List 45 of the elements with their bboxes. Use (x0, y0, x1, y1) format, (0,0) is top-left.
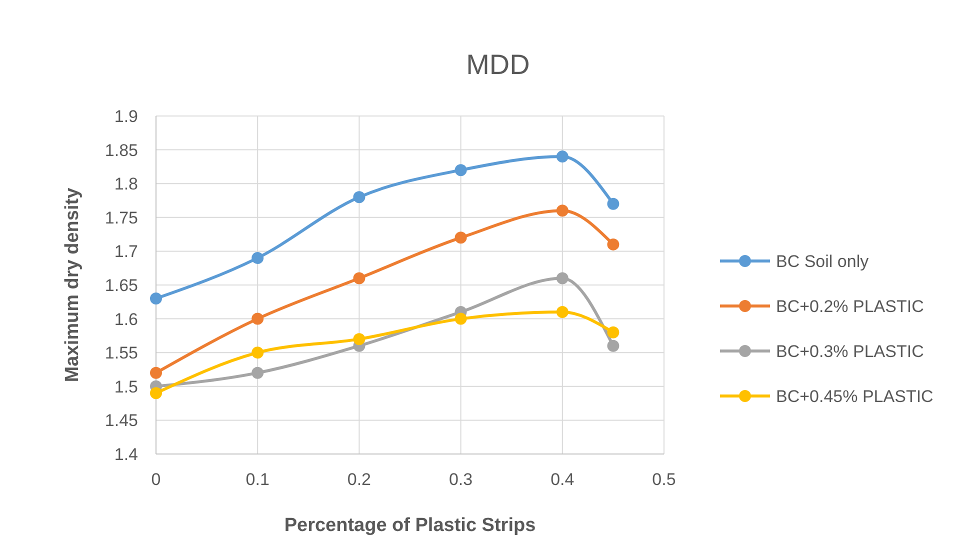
y-tick-label: 1.75 (104, 208, 138, 228)
point (607, 326, 620, 338)
point (556, 150, 568, 163)
x-tick-label: 0.5 (652, 470, 676, 489)
y-tick-label: 1.6 (114, 310, 138, 329)
point (353, 191, 366, 204)
point (556, 306, 568, 318)
x-axis-title: Percentage of Plastic Strips (284, 515, 536, 536)
y-tick-label: 1.45 (104, 411, 138, 430)
point (353, 333, 366, 346)
point (607, 340, 620, 352)
y-tick-label: 1.7 (114, 242, 138, 262)
y-tick-label: 1.85 (104, 140, 138, 160)
legend-label: BC Soil only (776, 252, 870, 271)
point (252, 366, 264, 379)
y-tick-label: 1.9 (114, 106, 138, 126)
y-axis-title: Maximum dry density (62, 187, 83, 382)
point (353, 272, 366, 284)
x-tick-label: 0 (151, 470, 161, 489)
y-tick-label: 1.8 (114, 174, 138, 194)
x-tick-label: 0.3 (448, 470, 473, 489)
legend-label: BC+0.3% PLASTIC (776, 342, 924, 361)
y-tick-label: 1.55 (104, 344, 138, 363)
point (252, 312, 264, 325)
legend-label: BC+0.2% PLASTIC (776, 296, 924, 316)
y-tick-label: 1.4 (114, 444, 138, 464)
x-tick-label: 0.1 (246, 470, 270, 489)
legend-label: BC+0.45% PLASTIC (776, 386, 934, 406)
point (150, 292, 162, 305)
x-tick-label: 0.4 (550, 470, 574, 489)
point (150, 387, 162, 400)
point (607, 198, 620, 210)
point (454, 312, 467, 325)
point (252, 252, 264, 264)
point (454, 232, 467, 244)
x-tick-label: 0.2 (347, 470, 372, 489)
point (607, 238, 620, 250)
chart-title: MDD (466, 49, 530, 80)
y-tick-label: 1.65 (104, 276, 138, 295)
point (556, 272, 568, 284)
point (150, 366, 162, 379)
point (454, 164, 467, 176)
point (252, 346, 264, 359)
point (556, 204, 568, 217)
y-tick-label: 1.5 (114, 377, 138, 396)
